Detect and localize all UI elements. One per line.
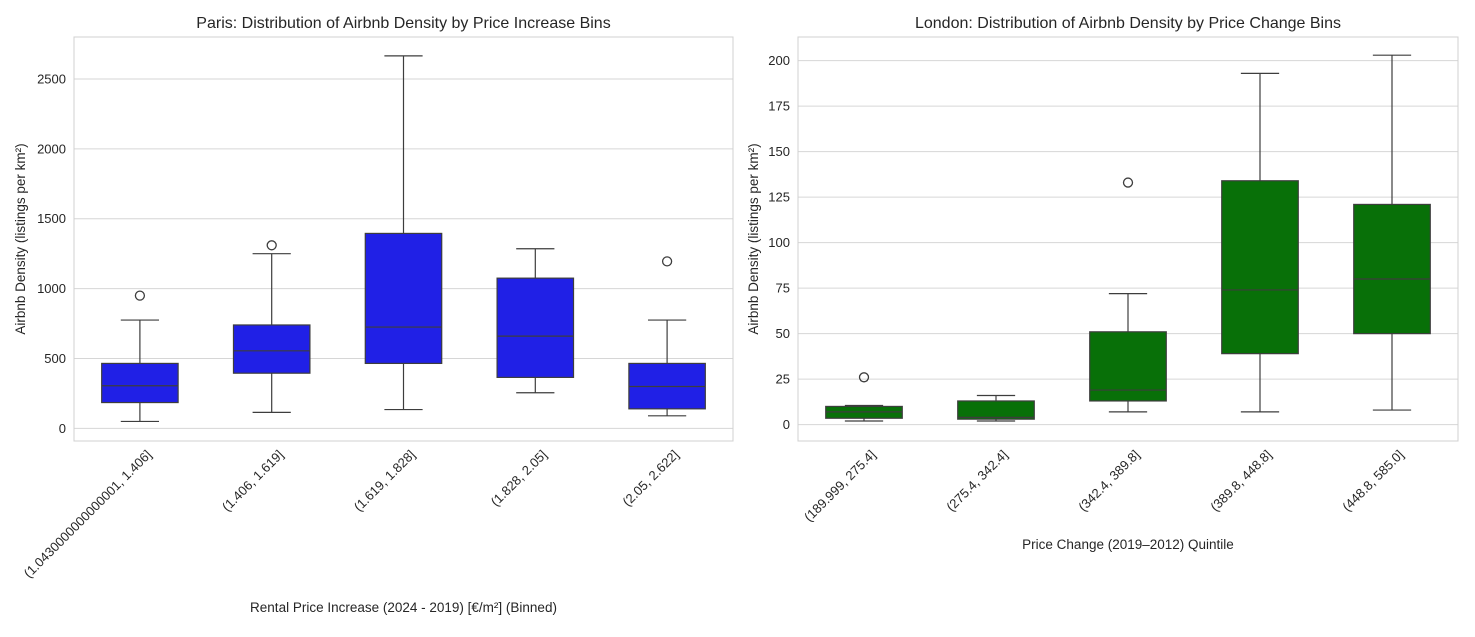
outlier-point	[858, 372, 870, 383]
y-tick-label: 100	[768, 235, 790, 250]
y-tick-label: 1500	[37, 211, 66, 226]
y-tick-label: 150	[768, 144, 790, 159]
x-tick-label: (389.8, 448.8]	[1207, 447, 1274, 514]
y-tick-label: 175	[768, 99, 790, 114]
chart-2: 0 25 50 75 100 125 150 175 200 (189.999, 275.4] (2…	[746, 15, 1459, 552]
x-tick-label: (1.828, 2.05]	[488, 447, 550, 509]
iqr-box	[957, 400, 1035, 420]
box-5	[1353, 54, 1431, 411]
iqr-box	[1221, 180, 1299, 355]
x-tick-label: (189.999, 275.4]	[801, 447, 879, 525]
x-tick-label: (275.4, 342.4]	[943, 447, 1010, 514]
x-tick-label: (2.05, 2.622]	[619, 447, 681, 509]
y-tick-label: 125	[768, 190, 790, 205]
x-axis-label: Price Change (2019–2012) Quintile	[1022, 537, 1234, 552]
x-tick-label: (1.619, 1.828]	[351, 447, 418, 514]
y-tick-label: 0	[783, 417, 790, 432]
box-4	[1221, 72, 1299, 413]
y-axis-label: Airbnb Density (listings per km²)	[13, 143, 28, 334]
outlier-point	[266, 240, 277, 251]
box-5	[628, 256, 706, 417]
iqr-box	[232, 324, 311, 374]
plot-area-frame	[73, 36, 734, 442]
chart-1: 0 500 1000 1500 2000 2500 (1.0430000000000001,…	[13, 15, 734, 615]
box-1	[825, 372, 903, 422]
box-3	[1089, 177, 1167, 413]
outlier-point	[1122, 177, 1134, 188]
y-axis-label: Airbnb Density (listings per km²)	[746, 143, 761, 334]
iqr-box	[1089, 331, 1167, 402]
y-tick-label: 75	[776, 281, 790, 296]
outlier-point	[134, 290, 146, 301]
x-tick-label: (1.406, 1.619]	[219, 447, 286, 514]
iqr-box	[101, 362, 179, 404]
y-tick-label: 200	[768, 53, 790, 68]
box-3	[364, 55, 443, 411]
x-axis-label: Rental Price Increase (2024 - 2019) [€/m…	[250, 600, 557, 615]
box-1	[101, 290, 179, 423]
iqr-box	[1353, 203, 1431, 335]
outlier-point	[661, 256, 673, 267]
x-tick-label: (342.4, 389.8]	[1075, 447, 1142, 514]
y-tick-label: 50	[776, 326, 790, 341]
y-tick-label: 500	[44, 351, 66, 366]
y-tick-label: 2000	[37, 141, 66, 156]
y-tick-label: 25	[776, 372, 790, 387]
box-4	[496, 248, 575, 394]
x-tick-label: (448.8, 585.0]	[1339, 447, 1406, 514]
chart-title: Paris: Distribution of Airbnb Density by…	[196, 15, 610, 32]
box-2	[957, 394, 1035, 422]
x-tick-label: (1.0430000000000001, 1.406]	[21, 447, 155, 581]
y-tick-label: 1000	[37, 281, 66, 296]
plot-area-frame	[797, 36, 1459, 442]
chart-title: London: Distribution of Airbnb Density b…	[915, 15, 1341, 32]
y-tick-label: 2500	[37, 71, 66, 86]
box-2	[232, 240, 311, 413]
iqr-box	[496, 277, 575, 378]
y-tick-label: 0	[59, 421, 66, 436]
iqr-box	[364, 232, 443, 365]
